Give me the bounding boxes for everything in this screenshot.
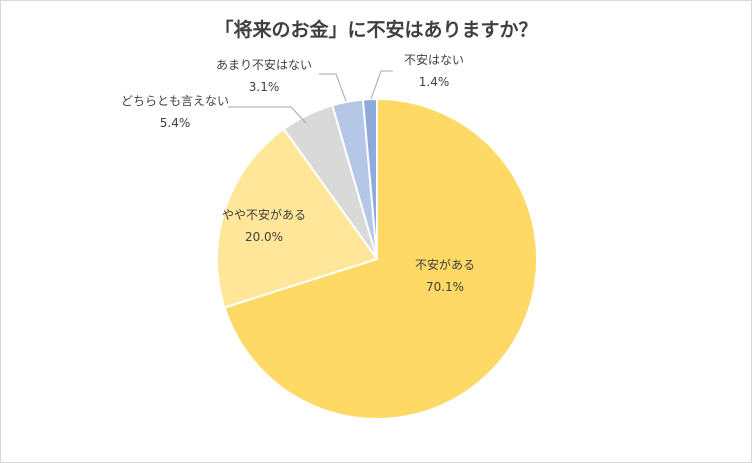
chart-title: 「将来のお金」に不安はありますか？ bbox=[214, 19, 538, 41]
slice-value-4: 3.1% bbox=[249, 80, 280, 94]
slice-value-2: 20.0% bbox=[245, 230, 283, 244]
slice-label-3: どちらとも言えない bbox=[121, 94, 229, 108]
slice-label-2: やや不安がある bbox=[222, 207, 306, 222]
pie-slice-1 bbox=[223, 97, 538, 420]
leader-line-4 bbox=[319, 73, 347, 102]
slice-label-1: 不安がある bbox=[415, 257, 475, 272]
pie-slice-2 bbox=[216, 127, 379, 309]
pie-slice-5 bbox=[361, 97, 378, 260]
slice-value-3: 5.4% bbox=[160, 116, 191, 130]
slice-label-4: あまり不安はない bbox=[216, 57, 312, 72]
slice-value-1: 70.1% bbox=[426, 280, 464, 294]
slice-value-5: 1.4% bbox=[419, 75, 450, 89]
leader-line-3 bbox=[228, 106, 307, 124]
slice-label-5: 不安はない bbox=[404, 52, 464, 67]
leader-line-5 bbox=[370, 70, 393, 100]
